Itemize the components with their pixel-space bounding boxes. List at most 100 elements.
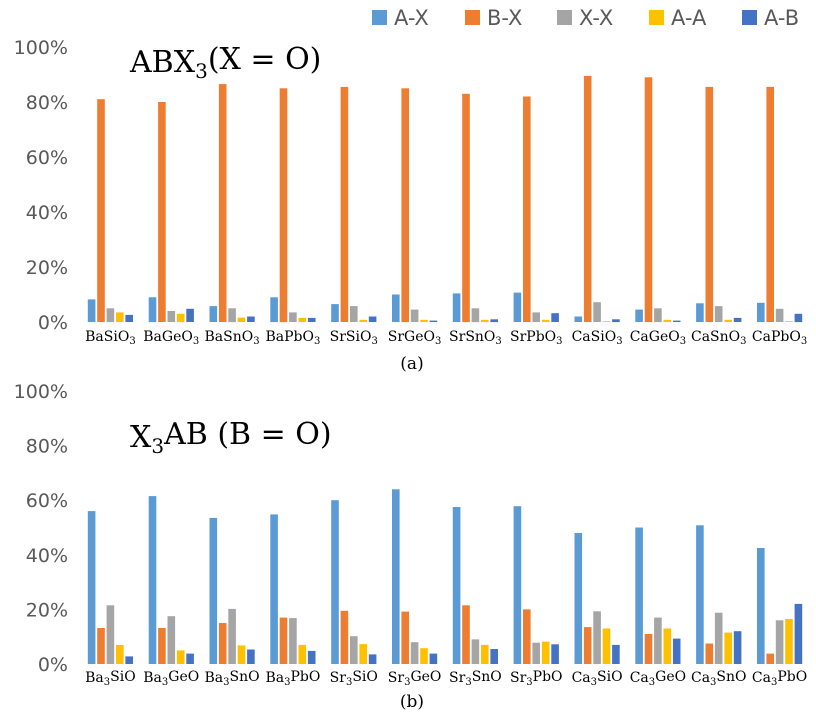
bar-x-x-a-3 [289, 312, 297, 322]
bar-b-x-b-4 [340, 610, 349, 664]
bar-b-x-a-1 [158, 102, 166, 322]
bar-a-a-b-7 [541, 641, 550, 664]
y-tick-label: 100% [14, 381, 68, 403]
legend-swatch-a-a [649, 10, 664, 25]
bar-a-x-a-9 [635, 309, 643, 322]
bar-x-x-b-9 [654, 617, 662, 664]
bar-a-b-b-8 [612, 644, 620, 664]
y-tick-label: 40% [26, 545, 68, 567]
bar-b-x-a-10 [705, 86, 714, 323]
bar-a-a-b-4 [359, 644, 367, 664]
bar-a-x-b-6 [452, 507, 461, 664]
bar-x-x-b-3 [289, 618, 297, 664]
bar-a-b-a-10 [733, 317, 742, 322]
bar-b-x-a-0 [97, 99, 105, 322]
bar-b-x-b-0 [97, 628, 105, 664]
x-tick-label: Ba3SiO [85, 669, 136, 688]
panel-b-x3ab: 0% 20% 40% 60% 80% 100% X3AB (B = O) (b) Ba3SiO B… [14, 381, 808, 712]
bar-x-x-b-1 [167, 616, 176, 664]
bar-a-a-b-9 [663, 628, 672, 664]
bar-a-a-a-8 [602, 321, 611, 322]
bar-a-x-b-3 [270, 514, 278, 664]
bar-a-b-a-4 [368, 316, 377, 322]
bar-a-x-a-4 [331, 304, 339, 322]
bar-a-a-a-5 [420, 319, 428, 322]
bar-x-x-b-10 [714, 612, 723, 664]
bar-b-x-b-2 [218, 623, 227, 664]
bar-a-x-a-3 [270, 297, 278, 323]
bar-x-x-a-7 [532, 312, 540, 322]
bar-x-x-b-0 [106, 605, 115, 664]
bar-a-b-b-3 [307, 650, 316, 664]
x-tick-label: Ca3SnO [691, 669, 747, 688]
x-tick-label: Ba3PbO [265, 669, 320, 688]
bar-a-x-a-2 [209, 306, 218, 322]
bar-b-x-b-3 [279, 617, 288, 664]
bar-b-x-b-11 [766, 653, 774, 664]
legend-label-x-x: X-X [579, 6, 613, 30]
bar-a-a-b-6 [481, 644, 489, 664]
bar-x-x-a-9 [654, 308, 662, 323]
bar-a-a-b-0 [116, 644, 124, 664]
bar-a-x-b-1 [148, 496, 157, 664]
bar-b-x-b-7 [523, 609, 531, 664]
x-tick-label: Ba3GeO [143, 669, 199, 688]
bar-b-x-a-3 [279, 88, 288, 323]
bar-a-a-a-3 [298, 317, 307, 322]
bar-a-b-a-5 [429, 320, 438, 322]
bar-a-a-b-10 [724, 632, 732, 664]
bar-b-x-b-9 [644, 634, 653, 664]
bar-a-b-a-8 [612, 319, 620, 323]
bar-a-a-b-2 [237, 645, 246, 664]
bar-x-x-b-7 [532, 642, 540, 664]
legend-label-a-x: A-X [394, 6, 429, 30]
x-tick-label: Sr3GeO [388, 669, 442, 688]
bar-x-x-a-5 [410, 309, 419, 322]
chart-title-a: ABX3(X = O) [129, 42, 321, 83]
bar-a-b-a-3 [307, 317, 316, 322]
x-tick-label: SrSiO3 [330, 329, 378, 347]
bar-b-x-a-11 [766, 86, 774, 323]
panel-caption-a: (a) [400, 354, 423, 374]
bar-a-a-a-9 [663, 319, 672, 322]
bar-a-a-a-7 [541, 319, 550, 322]
legend-label-a-a: A-A [671, 6, 707, 30]
bar-a-x-b-8 [574, 533, 583, 664]
bar-a-b-b-0 [125, 656, 133, 664]
bar-x-x-b-4 [350, 636, 358, 664]
bar-x-x-a-11 [775, 308, 784, 322]
bar-b-x-a-8 [583, 75, 592, 323]
bar-x-x-a-6 [471, 308, 480, 323]
bar-a-b-a-0 [125, 314, 133, 322]
bar-b-x-a-9 [644, 77, 653, 323]
bar-a-x-b-4 [331, 500, 339, 664]
bar-a-a-b-5 [420, 648, 428, 664]
y-tick-label: 20% [26, 257, 68, 279]
bar-a-a-a-6 [481, 319, 489, 322]
y-tick-label: 20% [26, 599, 68, 621]
bar-b-x-a-4 [340, 86, 349, 323]
bar-b-x-a-7 [523, 96, 531, 322]
bar-a-a-a-1 [176, 313, 185, 323]
panel-a-abx3: 0% 20% 40% 60% 80% 100% ABX3(X = O) (a) BaSiO3 Ba… [14, 37, 808, 374]
x-tick-label: BaPbO3 [265, 329, 320, 347]
legend: A-X B-X X-X A-A A-B [372, 6, 799, 30]
panel-caption-b: (b) [400, 692, 424, 712]
y-tick-label: 0% [38, 654, 68, 676]
legend-swatch-x-x [557, 10, 572, 25]
bar-a-b-b-10 [733, 631, 742, 664]
bar-a-a-b-3 [298, 644, 307, 664]
bar-b-x-a-2 [218, 84, 227, 322]
x-tick-label: CaGeO3 [630, 329, 686, 347]
x-tick-label: SrGeO3 [388, 329, 442, 347]
bar-a-x-a-0 [87, 299, 96, 322]
bar-a-b-a-7 [551, 313, 559, 322]
legend-label-b-x: B-X [487, 6, 522, 30]
y-tick-label: 100% [14, 37, 68, 59]
x-tick-label: CaSnO3 [691, 329, 747, 347]
bar-a-x-b-10 [696, 525, 704, 664]
bar-a-x-b-0 [87, 511, 96, 664]
bar-a-b-b-6 [490, 649, 498, 664]
bar-a-b-b-4 [368, 654, 377, 664]
